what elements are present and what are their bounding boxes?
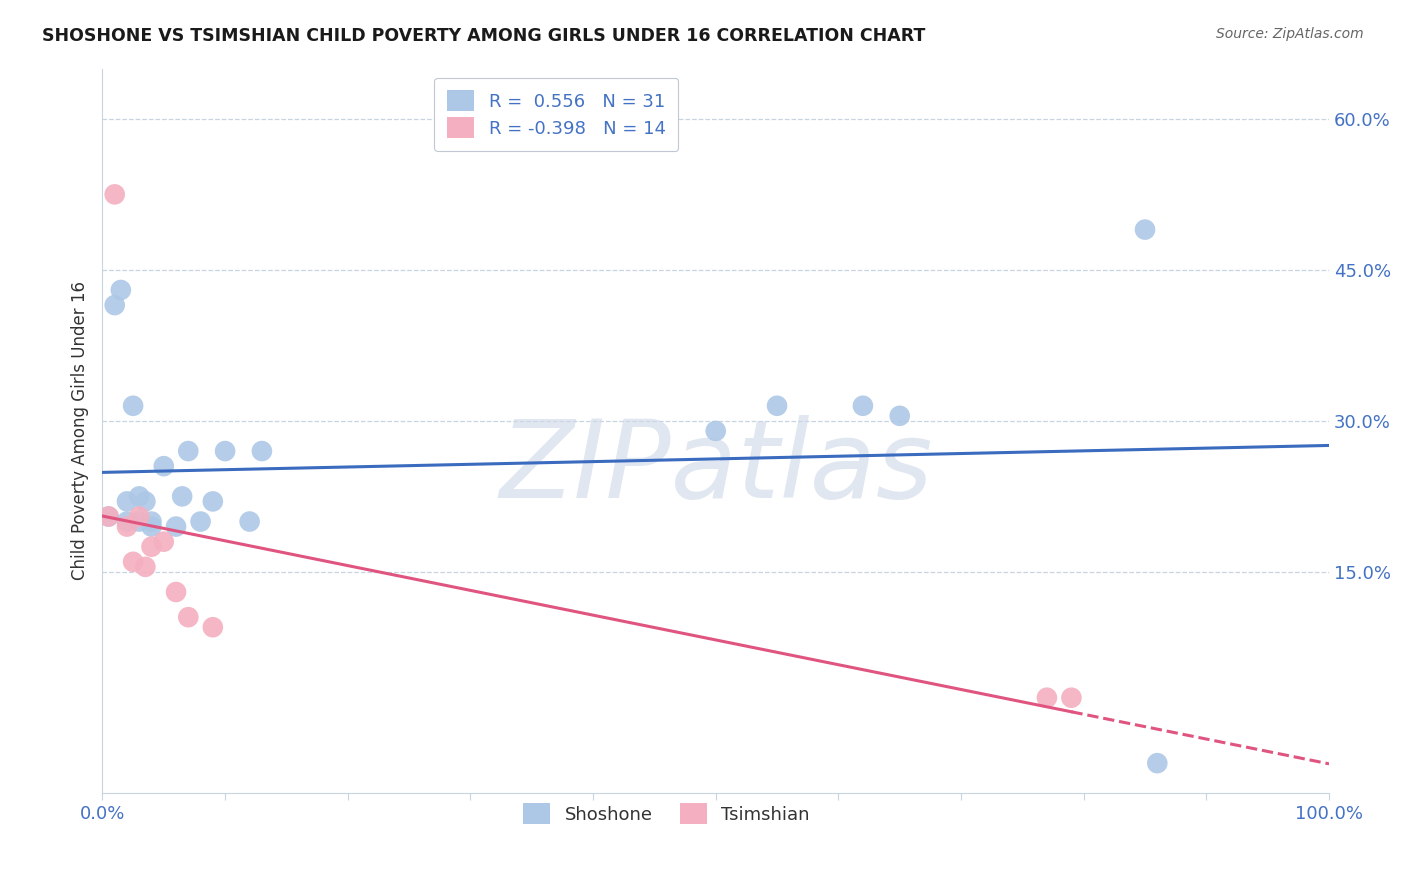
Point bbox=[115, 519, 138, 533]
Point bbox=[201, 620, 224, 634]
Point bbox=[214, 444, 236, 458]
Point bbox=[134, 494, 156, 508]
Point bbox=[128, 509, 150, 524]
Point bbox=[104, 187, 127, 202]
Point bbox=[141, 515, 163, 529]
Point bbox=[1146, 756, 1168, 771]
Point bbox=[122, 399, 145, 413]
Point bbox=[128, 515, 150, 529]
Point bbox=[134, 559, 156, 574]
Text: ZIPatlas: ZIPatlas bbox=[499, 415, 932, 520]
Point bbox=[1036, 690, 1059, 705]
Text: Source: ZipAtlas.com: Source: ZipAtlas.com bbox=[1216, 27, 1364, 41]
Point bbox=[128, 489, 150, 503]
Point bbox=[97, 509, 120, 524]
Point bbox=[97, 509, 120, 524]
Point bbox=[766, 399, 789, 413]
Point bbox=[141, 540, 163, 554]
Point bbox=[239, 515, 262, 529]
Point bbox=[172, 489, 194, 503]
Point bbox=[115, 515, 138, 529]
Point bbox=[190, 515, 212, 529]
Text: SHOSHONE VS TSIMSHIAN CHILD POVERTY AMONG GIRLS UNDER 16 CORRELATION CHART: SHOSHONE VS TSIMSHIAN CHILD POVERTY AMON… bbox=[42, 27, 925, 45]
Point bbox=[852, 399, 875, 413]
Point bbox=[115, 494, 138, 508]
Y-axis label: Child Poverty Among Girls Under 16: Child Poverty Among Girls Under 16 bbox=[72, 282, 89, 581]
Point bbox=[141, 519, 163, 533]
Point bbox=[177, 444, 200, 458]
Point bbox=[165, 585, 187, 599]
Point bbox=[250, 444, 273, 458]
Point bbox=[122, 555, 145, 569]
Point bbox=[1060, 690, 1083, 705]
Point bbox=[152, 459, 174, 474]
Point bbox=[110, 283, 132, 297]
Point bbox=[165, 519, 187, 533]
Point bbox=[201, 494, 224, 508]
Point bbox=[152, 534, 174, 549]
Legend: Shoshone, Tsimshian: Shoshone, Tsimshian bbox=[513, 792, 821, 835]
Point bbox=[177, 610, 200, 624]
Point bbox=[1133, 222, 1156, 236]
Point bbox=[704, 424, 727, 438]
Point bbox=[104, 298, 127, 312]
Point bbox=[889, 409, 911, 423]
